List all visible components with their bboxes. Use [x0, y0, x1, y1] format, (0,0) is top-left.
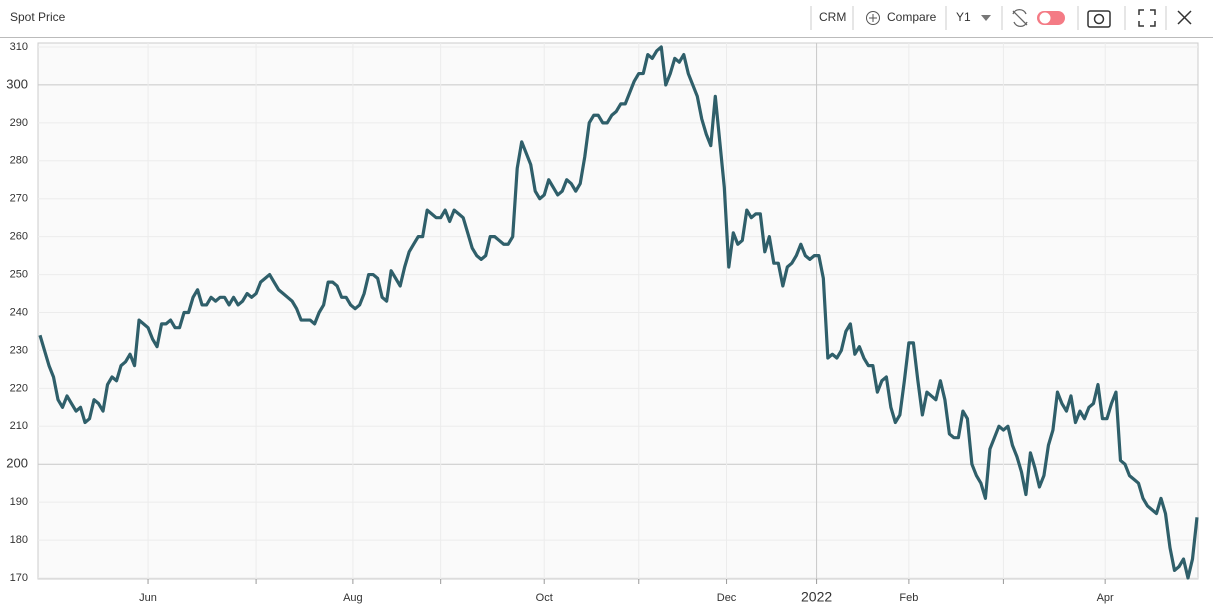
- x-tick-label: Apr: [1097, 592, 1114, 604]
- y-tick-label: 310: [10, 41, 28, 53]
- ticker-button[interactable]: CRM: [819, 10, 846, 24]
- x-tick-label: Feb: [899, 592, 918, 604]
- y-tick-label: 270: [10, 193, 28, 205]
- y-tick-label: 190: [10, 496, 28, 508]
- camera-body: [1087, 10, 1111, 28]
- price-line: [38, 45, 1199, 580]
- x-tick-label: Jun: [139, 592, 157, 604]
- plot-area: [37, 42, 1199, 580]
- period-label: Y1: [956, 10, 971, 24]
- y-tick-label: 250: [10, 268, 28, 280]
- y-tick-label: 300: [6, 76, 28, 91]
- toggle[interactable]: [1037, 11, 1065, 25]
- y-tick-label: 290: [10, 117, 28, 129]
- y-tick-label: 260: [10, 231, 28, 243]
- x-tick-label: 2022: [801, 589, 832, 605]
- close-button[interactable]: [1177, 10, 1192, 25]
- y-tick-label: 180: [10, 534, 28, 546]
- x-tick-label: Dec: [717, 592, 737, 604]
- compare-icon: [866, 11, 880, 25]
- y-tick-label: 200: [6, 456, 28, 471]
- y-tick-label: 240: [10, 306, 28, 318]
- y-tick-label: 210: [10, 420, 28, 432]
- camera-lens: [1093, 13, 1105, 25]
- compare-label: Compare: [887, 10, 937, 24]
- y-tick-label: 230: [10, 344, 28, 356]
- y-tick-label: 220: [10, 382, 28, 394]
- dropdown-arrow: [981, 15, 991, 21]
- x-tick-label: Oct: [536, 592, 553, 604]
- sync-icon[interactable]: [1012, 8, 1028, 28]
- period-dropdown[interactable]: Y1: [956, 10, 991, 24]
- y-tick-label: 170: [10, 572, 28, 584]
- x-tick-label: Aug: [343, 592, 363, 604]
- camera-button[interactable]: [1087, 10, 1111, 28]
- fullscreen-button[interactable]: [1138, 9, 1156, 27]
- compare-button[interactable]: Compare: [866, 10, 937, 25]
- widget-title: Spot Price: [10, 10, 66, 24]
- y-tick-label: 280: [10, 155, 28, 167]
- toggle-knob: [1038, 11, 1052, 25]
- sync-glyph: [1012, 8, 1028, 28]
